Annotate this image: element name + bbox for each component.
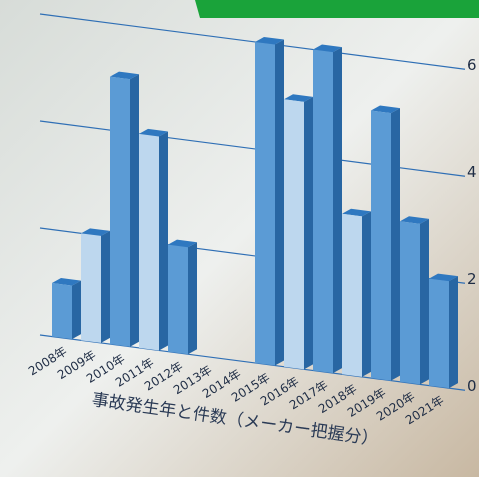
bar [52,278,81,339]
bar-front [52,283,72,339]
bar-front [342,214,362,377]
bar-side [159,131,168,350]
bar-front [255,42,275,366]
logo-fragment [195,0,479,18]
bar [371,106,400,381]
bar [342,209,371,377]
bar [81,228,110,343]
bar-front [313,49,333,373]
y-tick-label: 4 [467,163,477,181]
bar-front [429,279,449,389]
y-tick-label: 0 [467,377,477,395]
bar-side [130,74,139,347]
bar-side [72,281,81,340]
bar-front [81,233,101,343]
bar-front [371,111,391,381]
bar-front [139,134,159,351]
bar-side [275,40,284,366]
bar-side [362,211,371,376]
bar [168,240,197,355]
bar [284,94,313,369]
bar-front [284,99,304,369]
bar-side [333,47,342,373]
y-tick-label: 2 [467,270,477,288]
bar-side [101,231,110,343]
bar [313,44,342,373]
y-tick-label: 6 [467,56,477,74]
bar-side [449,276,458,388]
bar-side [188,242,197,354]
bar-front [400,221,420,384]
bar-side [304,97,313,370]
bar [255,37,284,366]
bar-front [168,245,188,355]
bar-side [420,219,429,385]
bar [110,72,139,347]
bar [429,274,458,389]
bar-side [391,108,400,381]
bar [400,216,429,384]
bar-front [110,77,130,347]
chart: 02462008年2009年2010年2011年2012年2013年2014年2… [0,0,479,477]
bar [139,129,168,351]
